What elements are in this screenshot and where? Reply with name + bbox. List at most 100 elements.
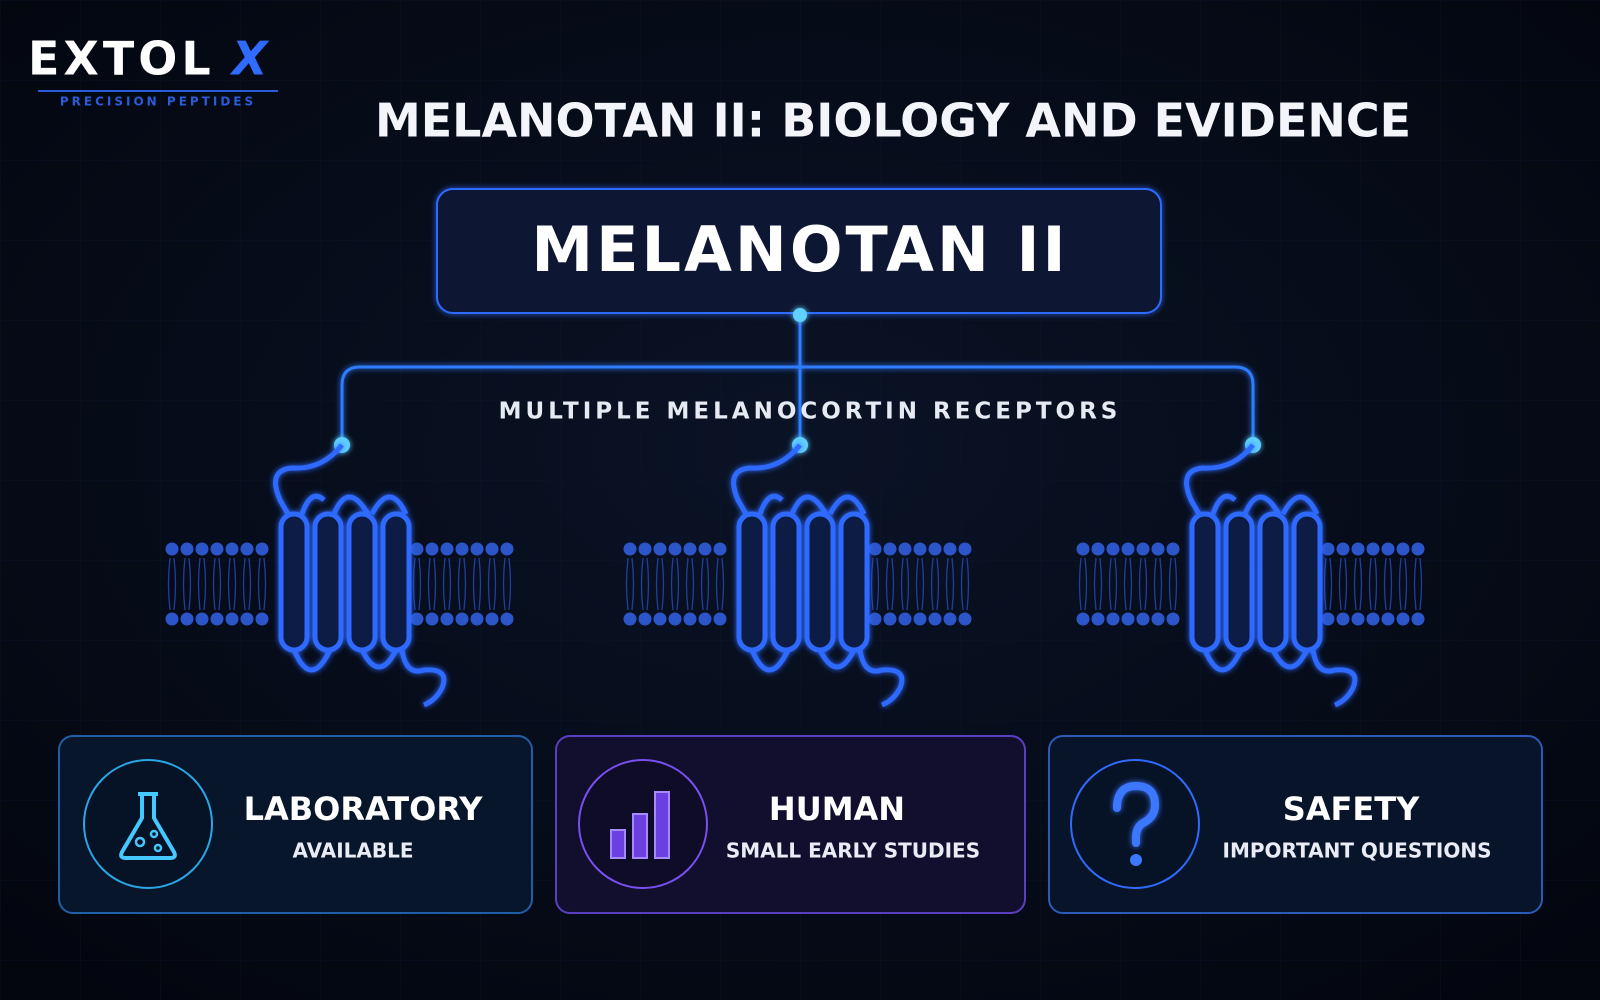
- lipid-tail: [1108, 557, 1118, 611]
- card-subtitle: IMPORTANT QUESTIONS: [1223, 839, 1492, 863]
- receptors-label: MULTIPLE MELANOCORTIN RECEPTORS: [499, 399, 1122, 425]
- lipid-tail: [227, 557, 237, 611]
- lipid-head: [455, 542, 469, 556]
- lipid-head: [683, 612, 697, 626]
- bars-icon: [610, 791, 670, 859]
- lipid-head: [440, 542, 454, 556]
- lipid-tail: [670, 557, 680, 611]
- lipid-head: [225, 612, 239, 626]
- lipid-head: [1351, 612, 1365, 626]
- lipid-head: [165, 542, 179, 556]
- lipid-head: [868, 612, 882, 626]
- card-title: SAFETY: [1283, 790, 1420, 828]
- lipid-head: [958, 542, 972, 556]
- lipid-tail: [640, 557, 650, 611]
- lipid-head: [928, 542, 942, 556]
- lipid-head: [165, 612, 179, 626]
- lipid-head: [883, 542, 897, 556]
- icon-bar: [654, 791, 670, 859]
- icon-circle: [1070, 759, 1200, 889]
- lipid-head: [1121, 542, 1135, 556]
- lipid-head: [410, 612, 424, 626]
- helix: [346, 511, 378, 653]
- lipid-head: [623, 612, 637, 626]
- page-title: MELANOTAN II: BIOLOGY AND EVIDENCE: [375, 94, 1411, 148]
- lipid-head: [1091, 612, 1105, 626]
- lipid-head: [500, 542, 514, 556]
- lipid-head: [1336, 612, 1350, 626]
- lipid-head: [255, 612, 269, 626]
- lipid-tail: [900, 557, 910, 611]
- lipid-tail: [427, 557, 437, 611]
- lipid-head: [883, 612, 897, 626]
- lipid-head: [1106, 542, 1120, 556]
- protein: [731, 443, 905, 708]
- n-tail: [1184, 443, 1255, 516]
- lipid-head: [255, 542, 269, 556]
- lipid-tail: [167, 557, 177, 611]
- helix: [736, 511, 768, 653]
- lipid-tail: [257, 557, 267, 611]
- lipid-head: [470, 542, 484, 556]
- lipid-head: [683, 542, 697, 556]
- flask-icon: [119, 792, 177, 860]
- question-dot: [1130, 854, 1142, 866]
- loop: [757, 493, 867, 516]
- c-tail: [1310, 649, 1358, 708]
- loop: [299, 493, 409, 516]
- protein: [273, 443, 447, 708]
- lipid-tail: [1323, 557, 1333, 611]
- lipid-tail: [915, 557, 925, 611]
- lipid-tail: [457, 557, 467, 611]
- lipid-head: [410, 542, 424, 556]
- lipid-tail: [1153, 557, 1163, 611]
- receptor: [165, 443, 514, 708]
- helix: [770, 511, 802, 653]
- logo-tagline: PRECISION PEPTIDES: [60, 95, 256, 109]
- lipid-head: [1321, 542, 1335, 556]
- bubble: [149, 829, 159, 839]
- lipid-head: [653, 612, 667, 626]
- lipid-tail: [1413, 557, 1423, 611]
- lipid-tail: [655, 557, 665, 611]
- lipid-head: [485, 612, 499, 626]
- lipid-tail: [1078, 557, 1088, 611]
- lipid-head: [1366, 542, 1380, 556]
- lipid-tail: [197, 557, 207, 611]
- card-title: LABORATORY: [244, 790, 484, 828]
- helix: [1189, 511, 1221, 653]
- logo-name: EXTOL: [28, 32, 215, 86]
- lipid-head: [195, 542, 209, 556]
- lipid-head: [440, 612, 454, 626]
- lipid-head: [1151, 542, 1165, 556]
- n-tail: [273, 443, 344, 516]
- c-tail: [857, 649, 905, 708]
- lipid-head: [623, 542, 637, 556]
- lipid-tail: [1138, 557, 1148, 611]
- lipid-head: [913, 542, 927, 556]
- lipid-head: [698, 612, 712, 626]
- lipid-tail: [685, 557, 695, 611]
- lipid-head: [1411, 542, 1425, 556]
- lipid-head: [1121, 612, 1135, 626]
- lipid-tail: [700, 557, 710, 611]
- helix: [804, 511, 836, 653]
- lipid-tail: [960, 557, 970, 611]
- lipid-tail: [1353, 557, 1363, 611]
- lipid-head: [653, 542, 667, 556]
- lipid-head: [180, 542, 194, 556]
- connector-lines: [340, 315, 1255, 445]
- lipid-head: [240, 542, 254, 556]
- helix: [1291, 511, 1323, 653]
- lipid-head: [668, 612, 682, 626]
- receptor: [1076, 443, 1425, 708]
- membrane: [1076, 542, 1425, 626]
- loop: [1210, 493, 1320, 516]
- lipid-tail: [1093, 557, 1103, 611]
- lipid-tail: [472, 557, 482, 611]
- card-subtitle: AVAILABLE: [292, 839, 413, 863]
- icon-bar: [632, 813, 648, 859]
- node-label: MELANOTAN II: [531, 213, 1068, 286]
- lipid-tail: [1168, 557, 1178, 611]
